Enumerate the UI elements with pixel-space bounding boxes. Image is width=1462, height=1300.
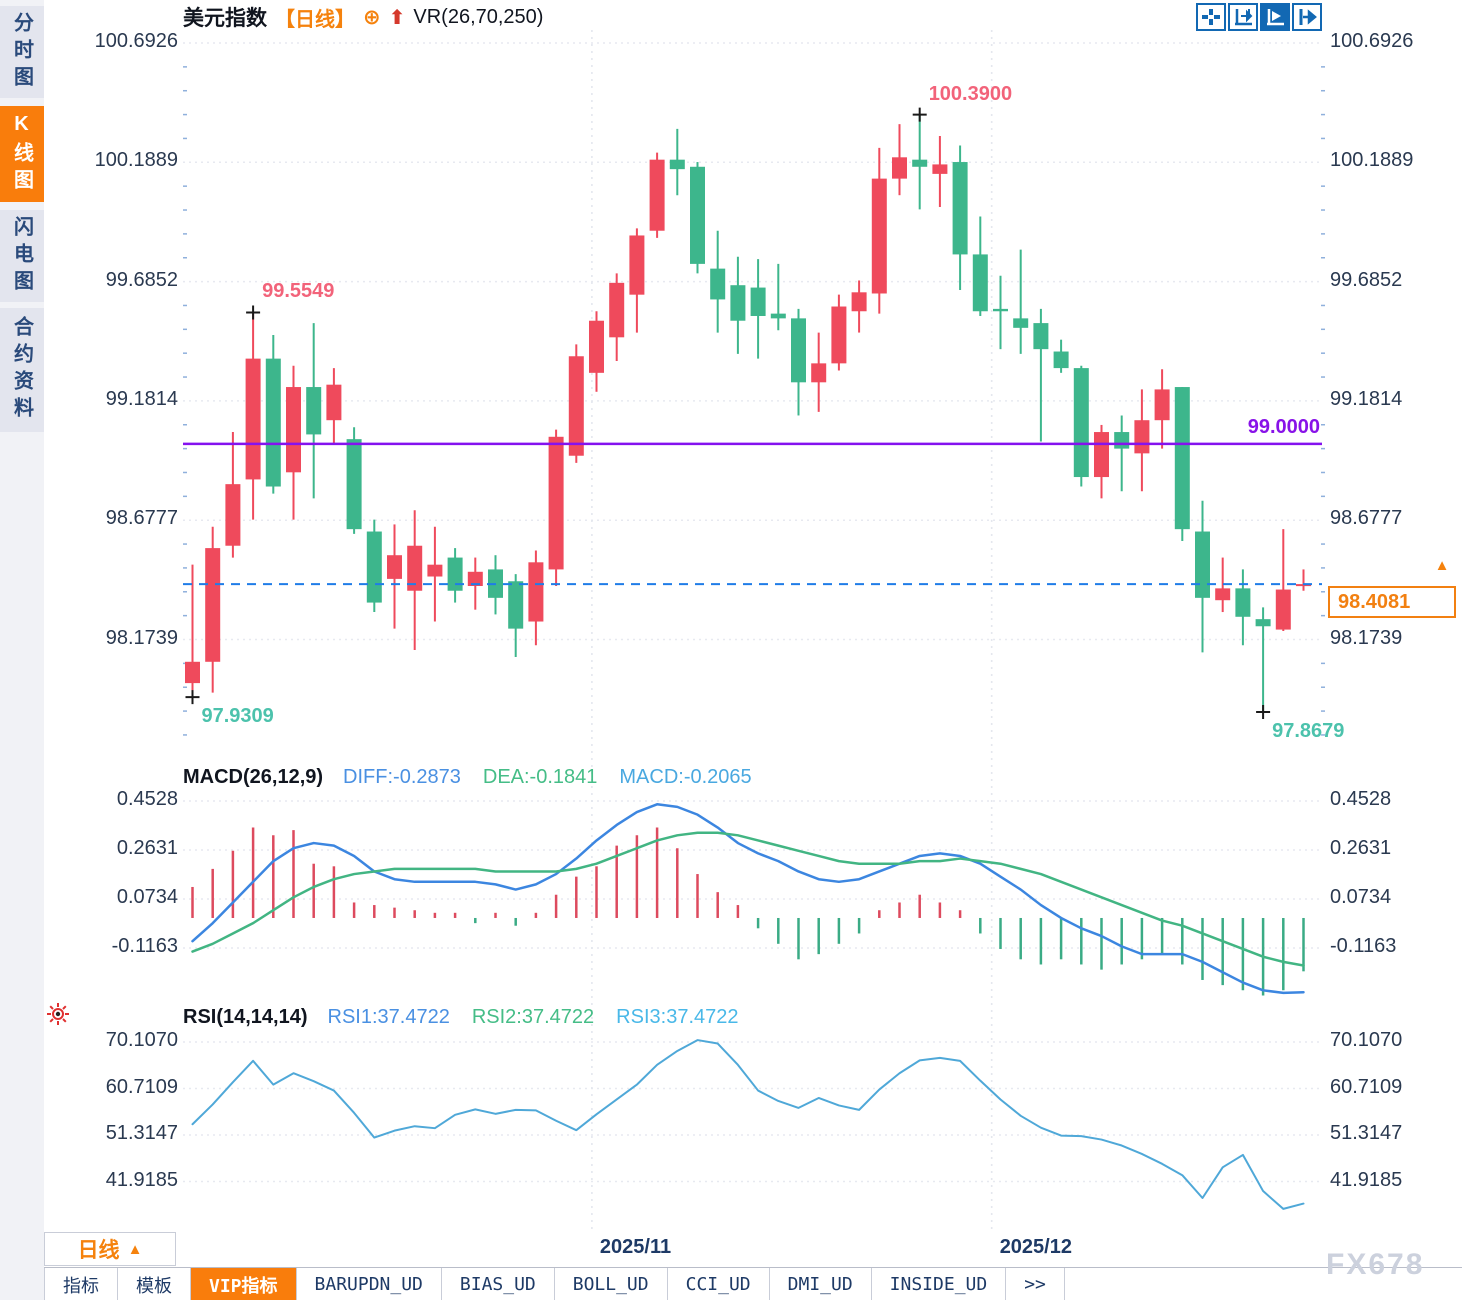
price-annotation: 97.8679: [1272, 719, 1345, 742]
support-line-label: 99.0000: [1247, 415, 1320, 438]
period-label[interactable]: 【日线】: [275, 8, 355, 31]
price-panel: [183, 107, 1322, 719]
legend-item: MACD:-0.2065: [619, 766, 752, 788]
period-selector-label: 日线: [77, 1239, 120, 1262]
pan-crosshair-icon[interactable]: [1196, 3, 1226, 31]
x-axis-label: 2025/11: [599, 1236, 672, 1258]
x-axis-label: 2025/12: [999, 1236, 1072, 1258]
period-selector[interactable]: 日线 ▲: [44, 1232, 176, 1266]
sidebar-tab-timeshare[interactable]: 分时图: [0, 6, 44, 98]
fit-axes-icon[interactable]: [1228, 3, 1258, 31]
y-tick-label: 70.1070: [105, 1029, 178, 1051]
y-tick-label: 60.7109: [105, 1075, 178, 1098]
y-tick-label: 100.1889: [94, 149, 178, 172]
price-annotation: 99.5549: [262, 280, 335, 303]
indicator-tab-dmi_ud[interactable]: DMI_UD: [770, 1268, 872, 1300]
indicator-tab-inside_ud[interactable]: INSIDE_UD: [872, 1268, 1007, 1300]
y-tick-label: 51.3147: [1330, 1122, 1403, 1145]
indicator-tab-[interactable]: 指标: [44, 1268, 118, 1300]
indicator-tab-vip[interactable]: VIP指标: [191, 1268, 297, 1300]
y-tick-label: 0.4528: [116, 787, 178, 810]
add-indicator-icon[interactable]: ⊕: [363, 5, 381, 29]
indicator-tab-boll_ud[interactable]: BOLL_UD: [555, 1268, 668, 1300]
current-price-value: 98.4081: [1338, 590, 1411, 613]
y-tick-label: 41.9185: [105, 1168, 178, 1191]
legend-item: RSI2:37.4722: [471, 1006, 595, 1028]
indicator-tab-[interactable]: 模板: [118, 1268, 191, 1300]
y-tick-label: 0.2631: [116, 837, 178, 859]
y-tick-label: 98.1739: [1330, 626, 1403, 649]
y-tick-label: 100.6926: [94, 30, 178, 52]
watermark: FX678: [1326, 1248, 1425, 1281]
y-tick-label: 100.1889: [1330, 149, 1414, 172]
sidebar-tab-kline[interactable]: K线图: [0, 106, 44, 202]
legend-item: DEA:-0.1841: [482, 766, 598, 788]
left-tab-strip: 分时图 K线图 闪电图 合约资料: [0, 0, 44, 1300]
go-latest-icon[interactable]: [1292, 3, 1322, 31]
instrument-title: 美元指数: [183, 7, 267, 30]
sidebar-tab-lightning[interactable]: 闪电图: [0, 210, 44, 302]
rsi-title: RSI(14,14,14): [183, 1006, 308, 1028]
trend-up-arrow-icon: ⬆: [388, 6, 406, 29]
rsi-panel: [191, 1039, 1305, 1210]
chart-toolbar: [1196, 3, 1322, 31]
y-tick-label: 60.7109: [1330, 1075, 1403, 1098]
sidebar-tab-contract-info[interactable]: 合约资料: [0, 308, 44, 432]
y-tick-label: 99.1814: [105, 387, 178, 410]
y-tick-label: -0.1163: [111, 935, 178, 958]
indicator-tab-bias_ud[interactable]: BIAS_UD: [442, 1268, 555, 1300]
rsi-legend: RSI1:37.4722 RSI2:37.4722 RSI3:37.4722: [328, 1006, 739, 1029]
indicator-tab-cci_ud[interactable]: CCI_UD: [668, 1268, 770, 1300]
y-tick-label: 51.3147: [105, 1122, 178, 1145]
price-annotation: 100.3900: [928, 82, 1013, 105]
current-price-badge: 98.4081: [1328, 586, 1456, 618]
pointer-mode-icon[interactable]: [1260, 3, 1290, 31]
indicator-tabbar: 指标 模板 VIP指标 BARUPDN_UD BIAS_UD BOLL_UD CCI_UD D…: [44, 1267, 1462, 1300]
price-up-arrow-icon: ▲: [1434, 557, 1450, 574]
legend-item: RSI1:37.4722: [327, 1006, 450, 1028]
y-tick-label: 100.6926: [1330, 30, 1414, 52]
y-tick-label: 41.9185: [1330, 1168, 1403, 1191]
period-selector-arrow-icon: ▲: [127, 1240, 143, 1258]
y-tick-label: 98.1739: [105, 626, 178, 649]
indicator-tab-barupdn_ud[interactable]: BARUPDN_UD: [297, 1268, 442, 1300]
y-tick-label: 0.0734: [116, 886, 178, 908]
macd-legend: DIFF:-0.2873 DEA:-0.1841 MACD:-0.2065: [343, 766, 752, 789]
y-tick-label: -0.1163: [1330, 935, 1397, 958]
indicator-tab->>[interactable]: >>: [1006, 1268, 1065, 1300]
rsi-header: RSI(14,14,14) RSI1:37.4722 RSI2:37.4722 RS…: [183, 1006, 739, 1029]
chart-header: 美元指数 【日线】 ⊕ ⬆ VR(26,70,250): [183, 4, 544, 31]
indicator-settings-icon[interactable]: [46, 1002, 70, 1026]
macd-header: MACD(26,12,9) DIFF:-0.2873 DEA:-0.1841 MAC…: [183, 766, 752, 789]
macd-panel: [191, 803, 1305, 996]
y-tick-label: 98.6777: [105, 507, 178, 530]
y-tick-label: 0.2631: [1330, 837, 1392, 859]
legend-item: RSI3:37.4722: [616, 1006, 739, 1028]
legend-item: DIFF:-0.2873: [343, 766, 461, 788]
y-tick-label: 99.1814: [1330, 387, 1403, 410]
macd-title: MACD(26,12,9): [183, 766, 324, 788]
y-tick-label: 70.1070: [1330, 1029, 1403, 1051]
y-tick-label: 99.6852: [1330, 268, 1403, 291]
y-tick-label: 0.4528: [1330, 787, 1392, 810]
y-tick-label: 98.6777: [1330, 507, 1403, 530]
overlay-indicator-label[interactable]: VR(26,70,250): [413, 5, 544, 28]
y-tick-label: 0.0734: [1330, 886, 1392, 908]
y-tick-label: 99.6852: [105, 268, 178, 291]
price-annotation: 97.9309: [201, 705, 274, 728]
